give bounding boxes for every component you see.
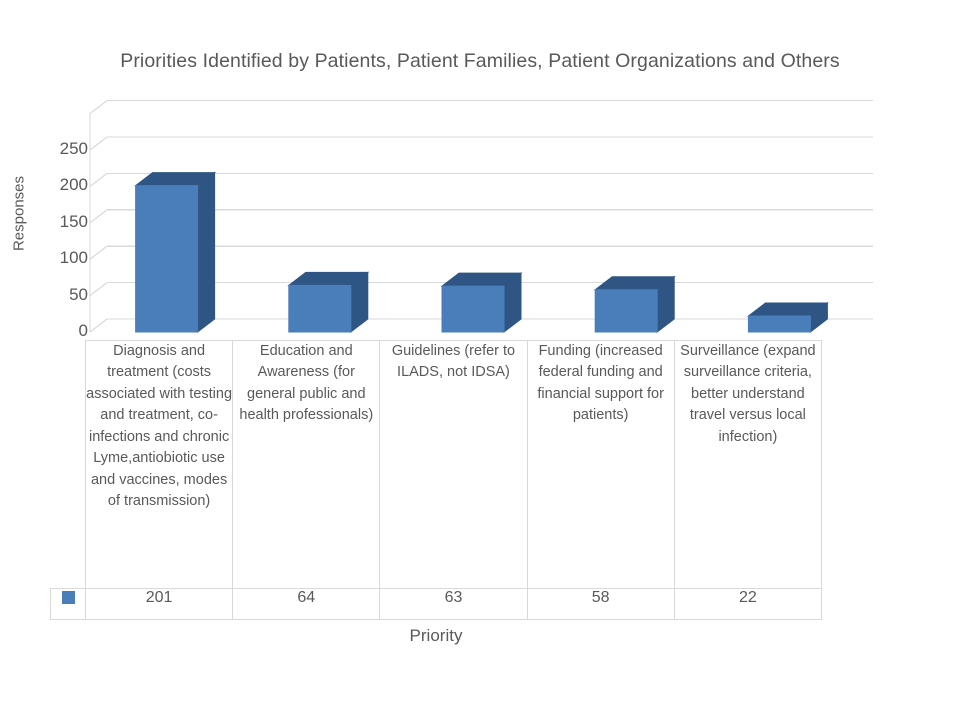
value-cell: 22 xyxy=(673,588,823,620)
legend-swatch-cell[interactable] xyxy=(50,588,86,620)
bar-4 xyxy=(593,275,676,334)
chart-title: Priorities Identified by Patients, Patie… xyxy=(120,50,840,72)
bar-2 xyxy=(287,271,370,334)
category-label-cell: Funding (increased federal funding and f… xyxy=(526,340,675,589)
value-cell: 201 xyxy=(84,588,234,620)
y-tick-label: 250 xyxy=(59,139,88,158)
y-tick-label: 150 xyxy=(59,211,88,231)
value-cell: 63 xyxy=(379,588,528,620)
category-label-cell: Education and Awareness (for general pub… xyxy=(232,340,381,589)
y-tick-label: 200 xyxy=(59,175,88,195)
legend-spacer-cell xyxy=(51,341,86,589)
category-label-cell: Guidelines (refer to ILADS, not IDSA) xyxy=(379,340,528,589)
bar-1 xyxy=(134,171,217,334)
data-table: Diagnosis and treatment (costs associate… xyxy=(50,340,823,620)
y-tick-label: 50 xyxy=(69,284,88,304)
value-cell: 64 xyxy=(232,588,381,620)
bar-3 xyxy=(440,272,523,334)
category-label-cell: Surveillance (expand surveillance criter… xyxy=(673,340,823,589)
category-label-cell: Diagnosis and treatment (costs associate… xyxy=(84,340,234,589)
bar-5 xyxy=(746,301,829,334)
value-cell: 58 xyxy=(526,588,675,620)
category-label-row: Diagnosis and treatment (costs associate… xyxy=(51,340,823,589)
value-row: 201 64 63 58 22 xyxy=(50,588,823,620)
y-tick-label: 0 xyxy=(78,321,88,340)
series-color-swatch-icon xyxy=(61,591,75,605)
y-axis-tick-labels: 0 50 100 150 200 250 xyxy=(20,0,88,703)
x-axis-title: Priority xyxy=(409,626,463,645)
y-tick-label: 100 xyxy=(59,248,88,268)
